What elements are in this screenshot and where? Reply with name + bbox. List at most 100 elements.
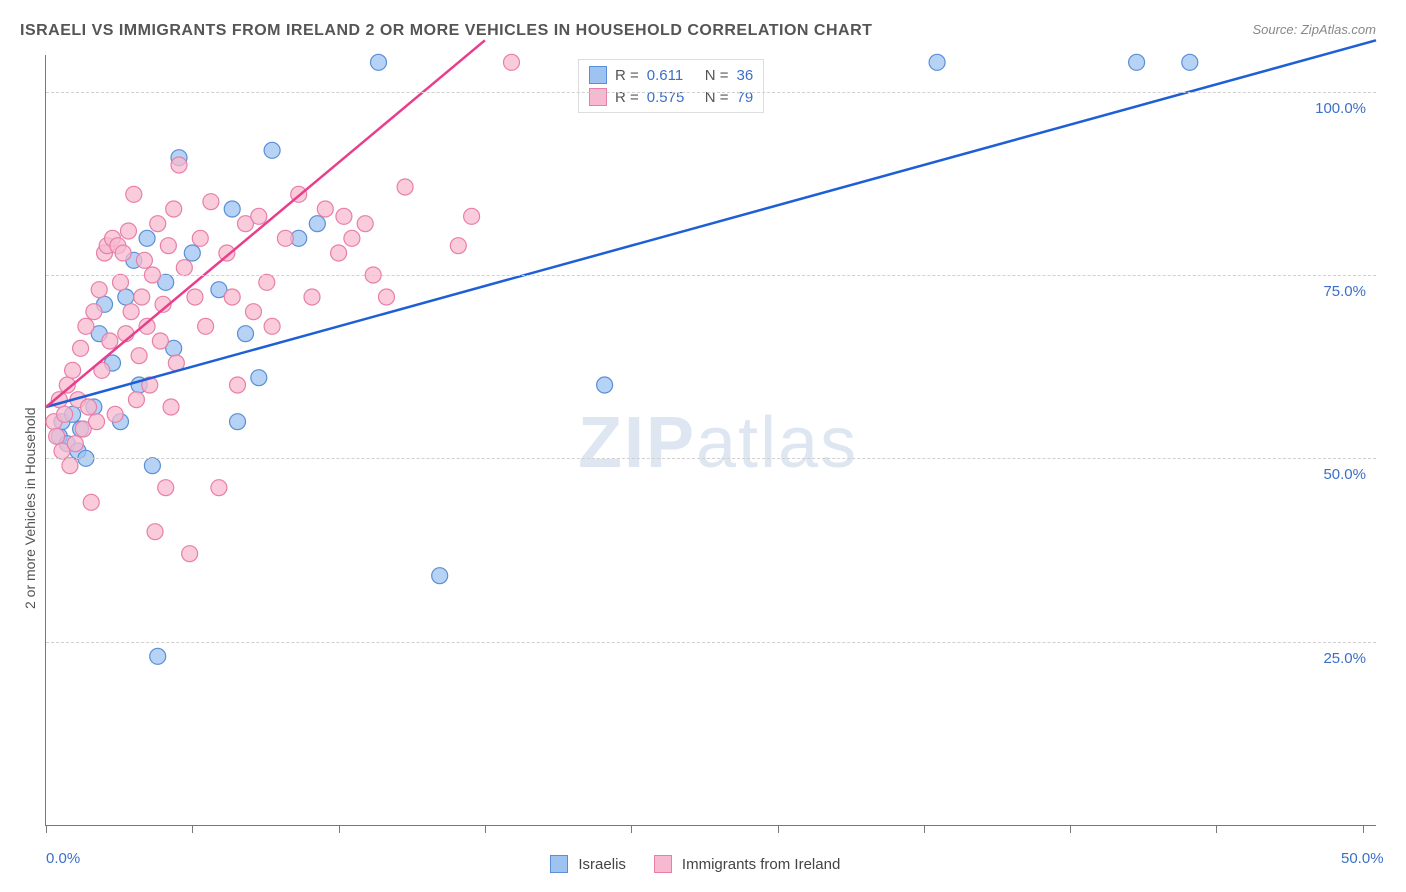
data-point [150,648,166,664]
source-name: ZipAtlas.com [1301,22,1376,37]
data-point [134,289,150,305]
data-point [450,238,466,254]
data-point [259,274,275,290]
data-point [139,230,155,246]
data-point [304,289,320,305]
data-point [118,289,134,305]
data-point [115,245,131,261]
data-point [211,480,227,496]
data-point [182,546,198,562]
y-tick-label: 100.0% [1315,100,1366,117]
x-tick [631,825,632,833]
data-point [128,392,144,408]
legend-n-label: N = [705,67,729,84]
data-point [67,436,83,452]
legend-swatch [550,855,568,873]
x-tick [1363,825,1364,833]
gridline [46,642,1376,643]
data-point [78,318,94,334]
data-point [224,289,240,305]
data-point [81,399,97,415]
data-point [62,458,78,474]
data-point [464,208,480,224]
data-point [597,377,613,393]
legend-row: R = 0.611 N = 36 [589,64,753,86]
data-point [432,568,448,584]
y-tick-label: 75.0% [1323,283,1366,300]
data-point [230,377,246,393]
x-tick [192,825,193,833]
data-point [504,54,520,70]
data-point [317,201,333,217]
data-point [73,340,89,356]
data-point [102,333,118,349]
legend-r-label: R = [615,67,639,84]
data-point [144,458,160,474]
gridline [46,275,1376,276]
data-point [331,245,347,261]
legend-series-label: Israelis [578,856,626,873]
x-tick [46,825,47,833]
data-point [357,216,373,232]
data-point [1182,54,1198,70]
plot-svg [46,55,1376,825]
source-prefix: Source: [1252,22,1300,37]
data-point [147,524,163,540]
data-point [192,230,208,246]
data-point [136,252,152,268]
series-legend: Israelis Immigrants from Ireland [550,855,858,873]
data-point [1129,54,1145,70]
data-point [203,194,219,210]
x-tick [778,825,779,833]
data-point [929,54,945,70]
chart-container: ISRAELI VS IMMIGRANTS FROM IRELAND 2 OR … [0,0,1406,892]
legend-n-value: 36 [737,67,754,84]
data-point [126,186,142,202]
data-point [251,370,267,386]
data-point [166,201,182,217]
data-point [277,230,293,246]
scatter-plot: ZIPatlas R =0.611N =36R =0.575N =79 25.0… [45,55,1376,826]
data-point [120,223,136,239]
data-point [245,304,261,320]
y-tick-label: 25.0% [1323,650,1366,667]
data-point [86,304,102,320]
data-point [171,157,187,173]
data-point [160,238,176,254]
gridline [46,458,1376,459]
data-point [176,260,192,276]
data-point [65,362,81,378]
legend-series-label: Immigrants from Ireland [682,856,840,873]
data-point [112,274,128,290]
y-tick-label: 50.0% [1323,466,1366,483]
data-point [89,414,105,430]
data-point [336,208,352,224]
data-point [238,326,254,342]
legend-r-value: 0.611 [647,67,697,84]
x-tick [1216,825,1217,833]
data-point [150,216,166,232]
data-point [131,348,147,364]
x-tick-label: 50.0% [1341,850,1384,867]
data-point [378,289,394,305]
data-point [83,494,99,510]
x-tick [1070,825,1071,833]
data-point [49,428,65,444]
data-point [91,282,107,298]
data-point [123,304,139,320]
legend-row: R =0.575N =79 [589,86,753,108]
y-axis-label: 2 or more Vehicles in Household [22,408,38,610]
data-point [264,142,280,158]
data-point [163,399,179,415]
gridline [46,92,1376,93]
data-point [198,318,214,334]
correlation-legend: R = 0.611 N = 36 R =0.575N =79 [578,59,764,113]
x-tick [924,825,925,833]
source-attribution: Source: ZipAtlas.com [1252,22,1376,37]
data-point [309,216,325,232]
data-point [251,208,267,224]
data-point [397,179,413,195]
data-point [344,230,360,246]
data-point [371,54,387,70]
legend-swatch [654,855,672,873]
